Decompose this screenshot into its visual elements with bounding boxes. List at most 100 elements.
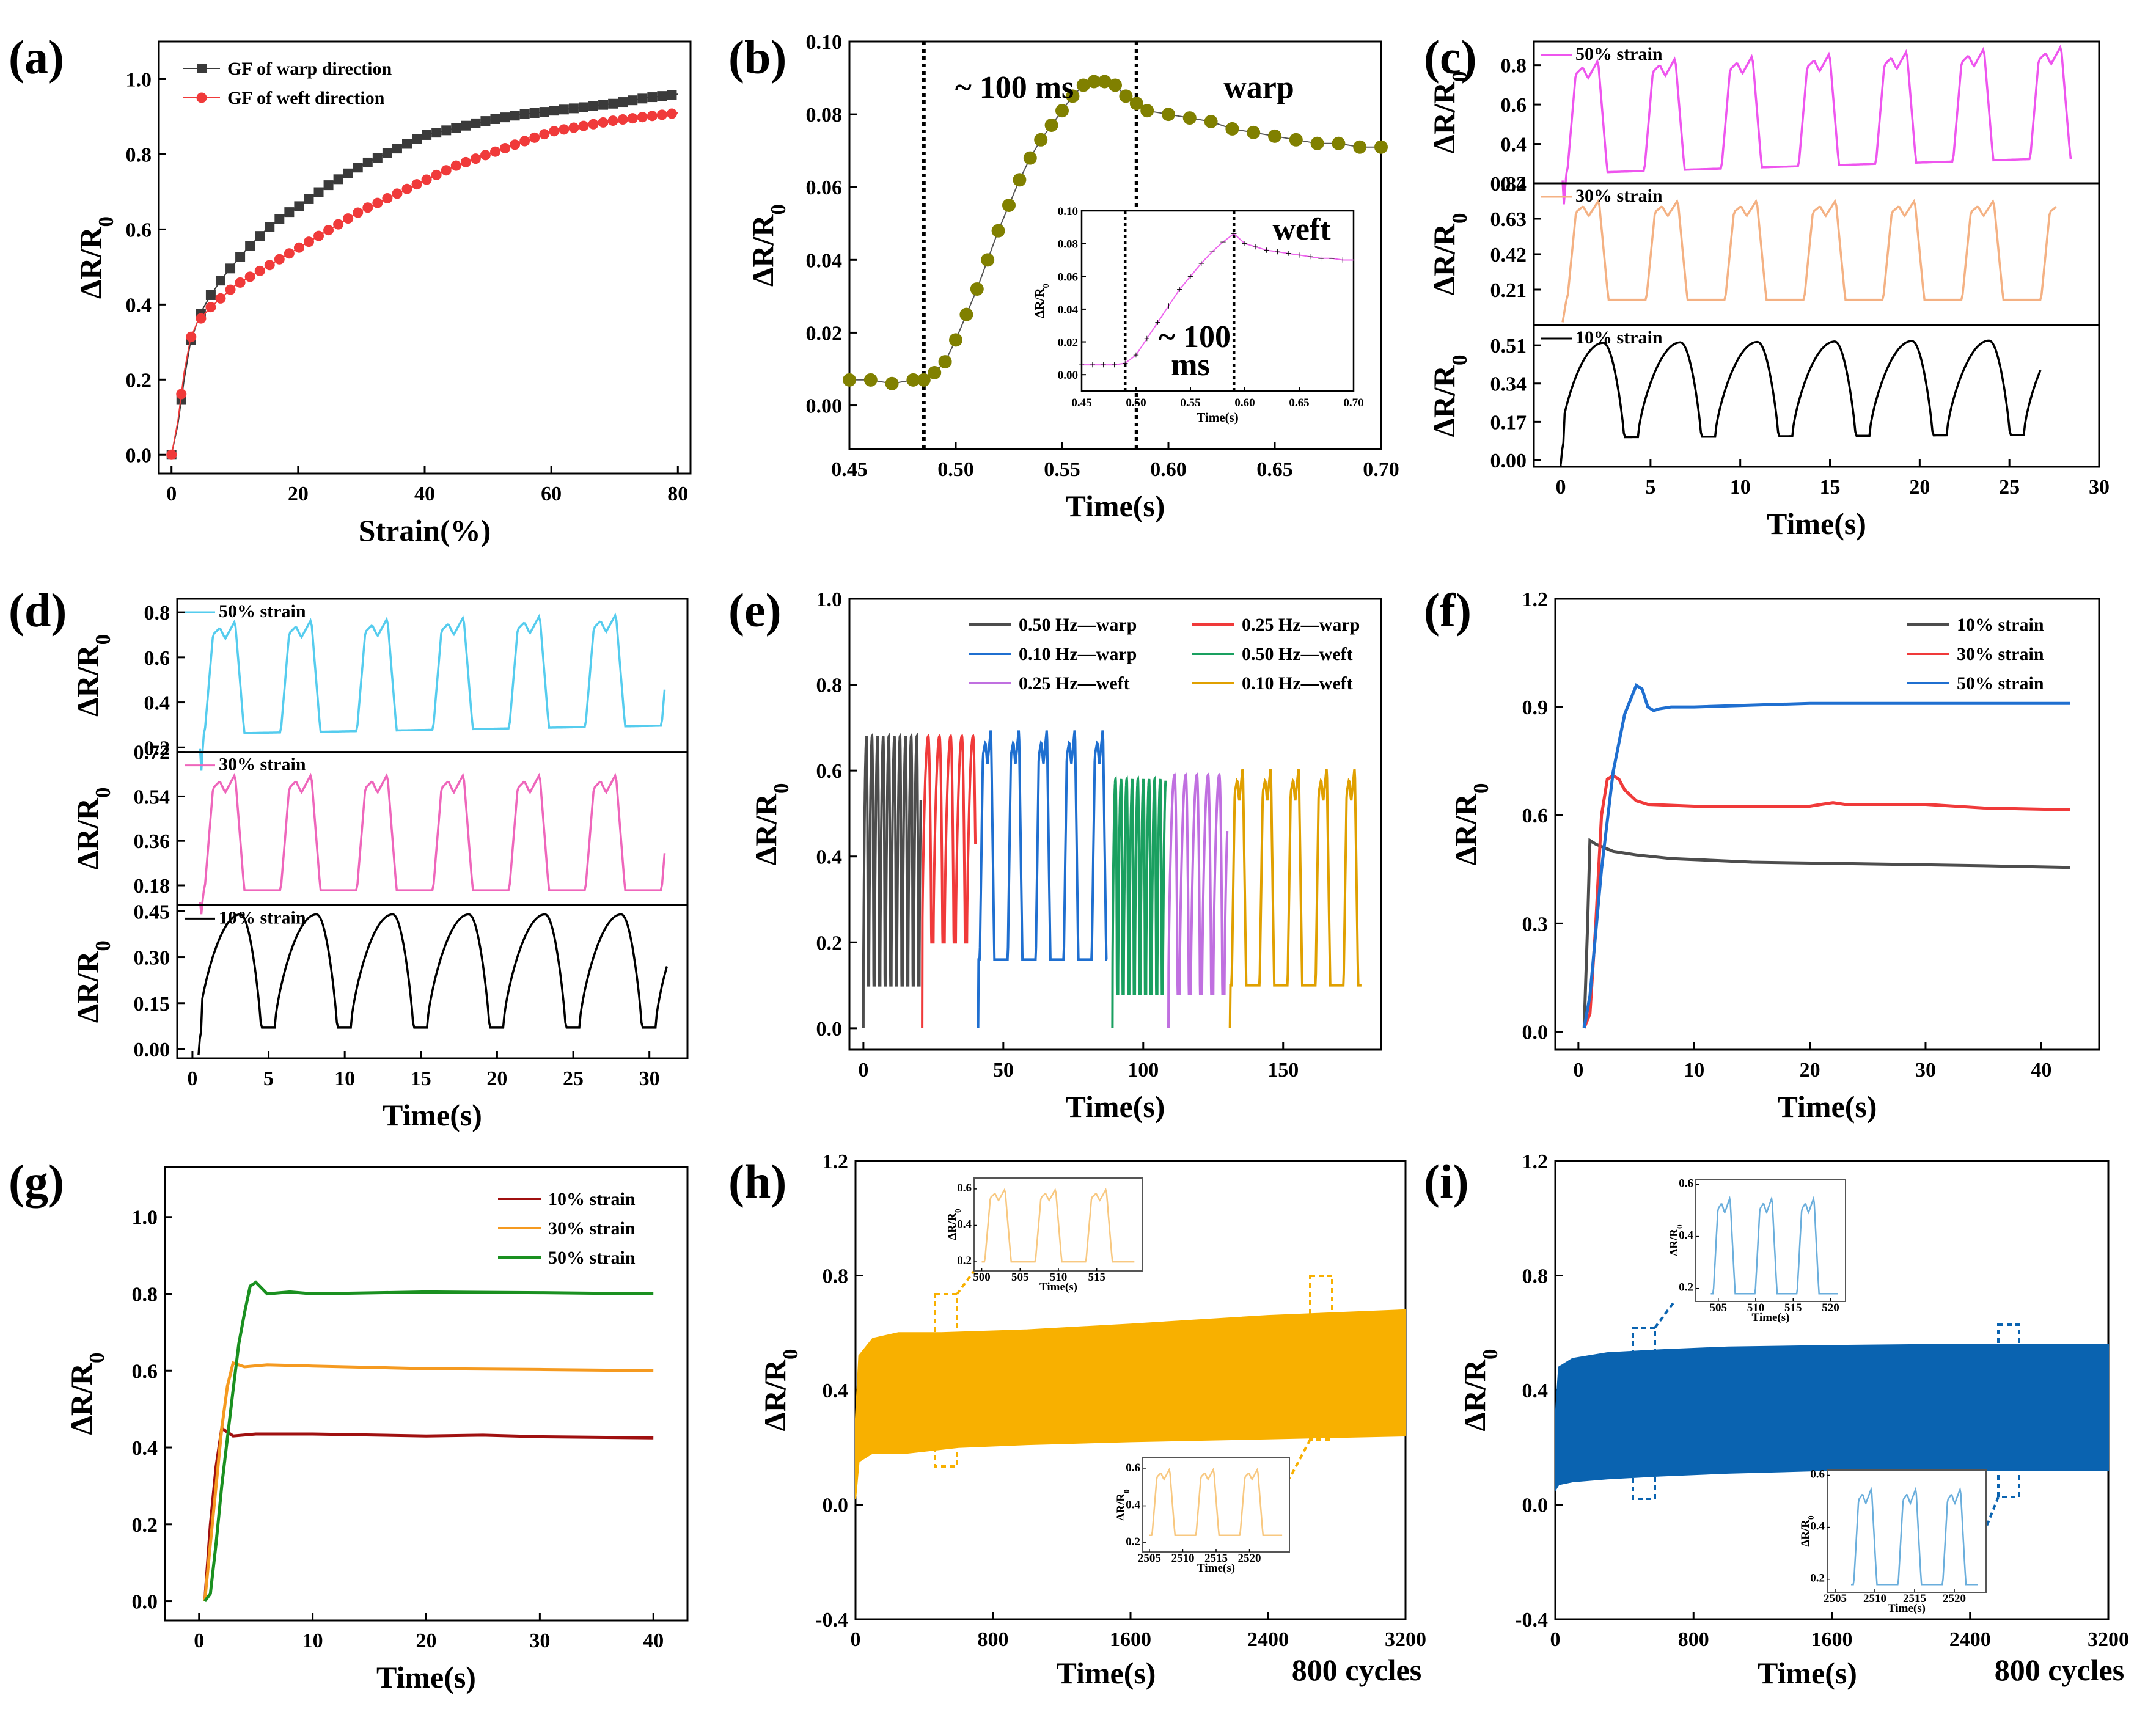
data-point [549,106,559,116]
data-point [559,124,570,135]
y-tick-label: 0.0 [126,444,152,467]
data-point [928,365,942,379]
data-point [970,282,984,296]
series-line [203,1361,654,1601]
annotation-warp: warp [1223,70,1294,105]
plot-frame [848,40,1382,450]
data-point [343,213,354,224]
data-point [480,150,491,161]
y-tick-label: 0.6 [957,1182,972,1195]
data-point: + [1231,228,1237,240]
data-point [1310,136,1324,150]
series-line [197,913,669,1056]
data-point [667,90,677,100]
data-point [578,102,588,112]
data-point [1353,140,1367,154]
data-point [480,116,491,126]
y-tick-label: 0.0 [1522,1495,1549,1517]
data-point [656,109,667,120]
x-tick-label: 10 [302,1630,323,1652]
data-point [568,103,579,114]
y-tick-label: 1.2 [823,1151,849,1173]
data-point [1109,78,1122,92]
cyclic-response-band [855,1309,1406,1499]
x-axis-title: Time(s) [1778,1089,1877,1124]
data-point [392,144,402,154]
data-point [1140,104,1154,118]
y-axis-title: ΔR/R0 [70,940,115,1023]
data-point [186,331,197,342]
x-tick-label: 40 [643,1630,664,1652]
y-tick-label: 0.4 [957,1218,972,1231]
legend-label: 10% strain [219,907,306,928]
cyclic-response-band [1555,1344,2109,1493]
data-point [510,111,520,121]
data-point: + [1187,270,1194,282]
data-point [254,265,265,276]
y-tick-label: 0.8 [132,1284,158,1306]
legend-label: 0.10 Hz—weft [1242,673,1353,693]
data-point [917,373,931,387]
x-tick-label: 0 [1550,1628,1561,1651]
x-tick-label: 10 [1684,1059,1704,1081]
y-tick-label: 0.8 [1522,1265,1549,1288]
ylabel-subscript: 0 [1675,1224,1684,1229]
ylabel-subscript: 0 [1122,1489,1131,1493]
data-point [362,157,373,167]
plot-frame [848,598,1382,1051]
inset-x-title: Time(s) [1888,1602,1926,1615]
data-point [490,146,501,157]
data-point [1374,140,1388,154]
data-point [607,115,618,126]
y-tick-label: 0.8 [126,144,152,166]
x-tick-label: 0 [187,1067,197,1090]
panel-label: (i) [1424,1155,1469,1208]
data-point [519,109,530,119]
y-tick-label: 0.4 [132,1437,158,1460]
y-tick-label: 0.4 [1679,1229,1693,1242]
panel-label: (b) [728,31,787,84]
data-point [431,169,442,180]
data-point [1204,115,1218,129]
panel-label: (a) [9,31,64,84]
data-point: + [1111,359,1117,371]
y-axis-title: ΔR/R0 [746,204,790,287]
data-point [274,254,285,265]
y-tick-label: 0.4 [1126,1499,1140,1512]
x-tick-label: 0.70 [1363,458,1399,481]
y-tick-label: 0.84 [1491,173,1527,196]
x-axis-title: Strain(%) [359,513,491,547]
data-point [264,260,275,271]
y-tick-label: 1.2 [1522,588,1549,611]
annotation-response-time: ~ 100 ms [955,70,1074,105]
data-point [412,134,422,144]
y-tick-label: 1.2 [1522,1151,1549,1173]
legend-label: 10% strain [1957,615,2044,635]
ylabel-subscript: 0 [91,634,115,645]
data-point [657,91,667,101]
data-point: + [1242,238,1248,250]
data-point [843,373,856,387]
data-point [411,179,422,190]
y-tick-label: 0.10 [1058,205,1078,218]
data-point [949,333,963,347]
data-point [588,119,599,130]
data-point: + [1133,349,1139,361]
y-tick-label: 0.18 [134,875,170,898]
ylabel-subscript: 0 [779,1349,802,1360]
data-point [323,225,334,236]
zoom-region [1309,1275,1333,1441]
panel-h: (h) 0 800 1600 2400 3200 -0.4 0.0 0.4 0.8 1.2 Time(… [728,1151,1426,1690]
data-point [578,120,589,131]
x-tick-label: 2510 [1863,1592,1887,1605]
data-point [197,64,207,73]
panel-label: (h) [728,1155,787,1208]
data-point [539,107,549,117]
data-point [215,293,226,304]
data-point [303,236,314,247]
series-line [199,612,666,771]
data-point [1076,78,1090,92]
y-tick-label: 0.4 [1522,1380,1549,1402]
legend-label: 50% strain [219,601,306,621]
y-tick-label: 0.2 [957,1254,972,1267]
